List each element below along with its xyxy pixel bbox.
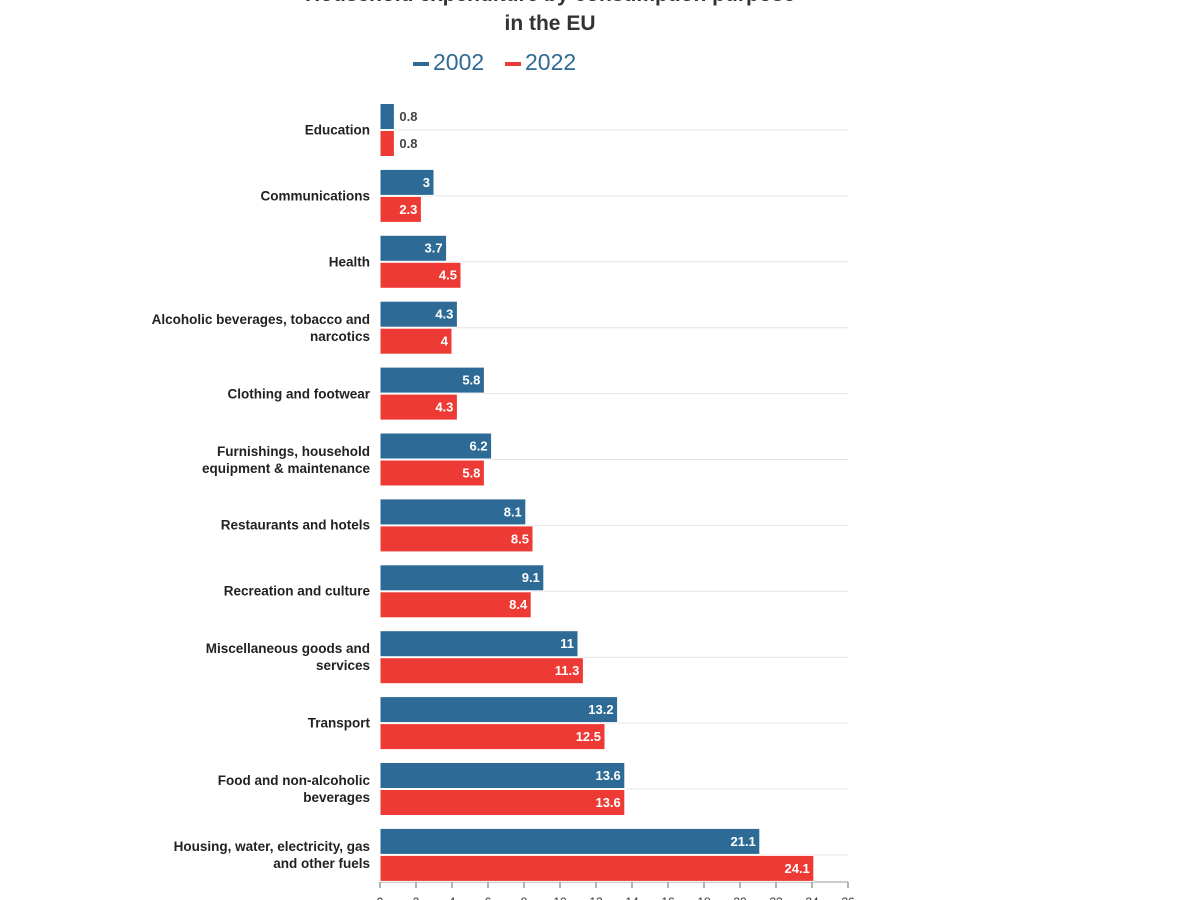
bar: [379, 103, 395, 130]
value-label: 2.3: [399, 202, 417, 217]
value-label: 9.1: [522, 570, 540, 585]
bar: [379, 459, 485, 487]
chart-title: Household expenditure by consumption pur…: [305, 0, 795, 35]
x-tick-label: 20: [733, 895, 747, 900]
category-label: Food and non-alcoholic beverages: [217, 773, 370, 805]
bar: [379, 854, 815, 882]
bar: [379, 300, 458, 328]
bar: [379, 696, 619, 724]
value-label: 4.3: [435, 400, 453, 415]
bar: [379, 564, 545, 592]
bar: [379, 525, 534, 553]
value-label: 4.3: [435, 307, 453, 322]
value-label: 13.2: [588, 702, 613, 717]
category-label: Health: [328, 254, 370, 270]
value-label: 8.1: [504, 504, 522, 519]
x-tick-label: 4: [449, 895, 456, 900]
x-tick-label: 12: [589, 895, 603, 900]
category-label: Communications: [260, 188, 370, 204]
bar: [379, 195, 422, 223]
category-label: Education: [304, 122, 370, 138]
value-label: 6.2: [470, 438, 488, 453]
x-tick-label: 24: [805, 895, 819, 900]
category-label: Transport: [307, 715, 370, 731]
category-label: Recreation and culture: [223, 583, 370, 599]
x-tick-label: 18: [697, 895, 711, 900]
bar: [379, 789, 626, 816]
bar: [379, 261, 462, 289]
legend-label: 2002: [433, 49, 484, 75]
bar: [379, 723, 606, 751]
value-label: 4: [441, 334, 449, 349]
bar: [379, 591, 532, 619]
x-tick-label: 14: [625, 895, 639, 900]
value-label: 13.6: [595, 768, 620, 783]
value-label: 0.8: [399, 109, 417, 124]
x-tick-label: 16: [661, 895, 675, 900]
value-label: 5.8: [462, 465, 480, 480]
value-label: 3: [423, 175, 430, 190]
x-tick-label: 10: [553, 895, 567, 900]
bar: [379, 168, 435, 196]
x-tick-label: 2: [413, 895, 420, 900]
category-label: Furnishings, household equipment & maint…: [201, 443, 370, 476]
value-label: 4.5: [439, 268, 457, 283]
bar: [379, 827, 761, 855]
category-label: Restaurants and hotels: [220, 517, 370, 533]
bar: [379, 234, 448, 262]
category-label: Alcoholic beverages, tobacco and narcoti…: [151, 311, 370, 344]
x-tick-label: 26: [841, 895, 855, 900]
x-tick-label: 8: [521, 895, 528, 900]
category-label: Housing, water, electricity, gas and oth…: [173, 838, 370, 871]
x-tick-label: 6: [485, 895, 492, 900]
category-label: Miscellaneous goods and services: [205, 641, 370, 674]
legend-label: 2022: [525, 49, 576, 75]
bar: [379, 366, 485, 394]
value-label: 5.8: [462, 373, 480, 388]
x-tick-label: 22: [769, 895, 783, 900]
bar: [379, 432, 493, 460]
bar: [379, 630, 579, 658]
bar: [379, 498, 527, 526]
value-label: 8.5: [511, 531, 529, 546]
value-label: 11.3: [555, 663, 580, 678]
value-label: 3.7: [425, 241, 443, 256]
value-label: 8.4: [509, 597, 528, 612]
value-label: 11: [560, 636, 574, 651]
value-label: 0.8: [399, 136, 417, 151]
value-label: 21.1: [730, 834, 755, 849]
value-label: 13.6: [595, 795, 620, 810]
bar: [379, 762, 626, 789]
x-tick-label: 0: [377, 895, 384, 900]
value-label: 24.1: [784, 861, 809, 876]
category-label: Clothing and footwear: [227, 386, 371, 402]
bar: [379, 130, 395, 157]
value-label: 12.5: [576, 729, 601, 744]
bar: [379, 393, 458, 421]
bar: [379, 327, 453, 355]
bar: [379, 657, 584, 685]
